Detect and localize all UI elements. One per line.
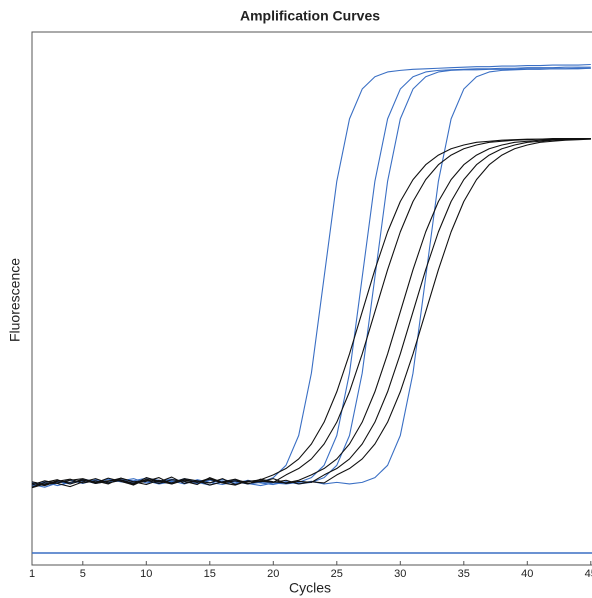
amplification-curve bbox=[31, 138, 591, 488]
x-tick-label: 40 bbox=[521, 568, 533, 580]
x-tick-label: 30 bbox=[394, 568, 406, 580]
x-tick-label: 45 bbox=[585, 568, 592, 580]
amplification-curve bbox=[31, 138, 591, 489]
plot-frame bbox=[31, 31, 592, 566]
x-tick-label: 25 bbox=[331, 568, 343, 580]
x-tick-label: 20 bbox=[267, 568, 279, 580]
y-axis-title: Fluorescence bbox=[7, 258, 23, 342]
x-tick-label: 5 bbox=[80, 568, 86, 580]
x-tick-label: 15 bbox=[204, 568, 216, 580]
x-tick-label: 35 bbox=[458, 568, 470, 580]
amplification-curve bbox=[31, 66, 591, 488]
amplification-curve bbox=[31, 138, 591, 488]
x-tick-label: 1 bbox=[29, 568, 35, 580]
x-tick-label: 10 bbox=[140, 568, 152, 580]
x-axis-title: Cycles bbox=[289, 580, 331, 596]
chart-title: Amplification Curves bbox=[240, 8, 380, 24]
